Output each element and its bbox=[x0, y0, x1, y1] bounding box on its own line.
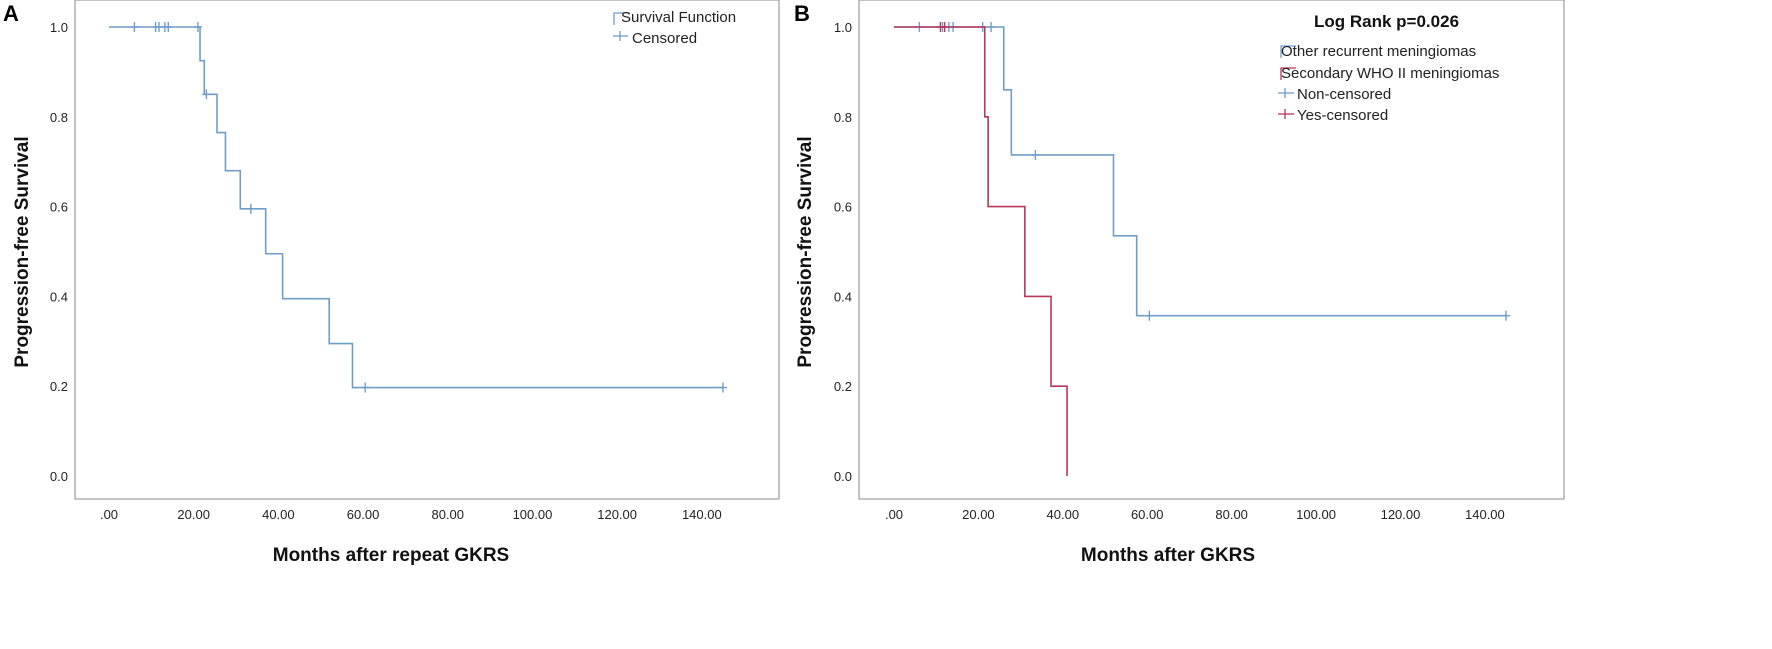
censor-mark bbox=[164, 22, 173, 32]
panel-a-series bbox=[109, 22, 727, 393]
legend-b-other-label: Other recurrent meningiomas bbox=[1281, 43, 1476, 60]
x-tick-label: .00 bbox=[885, 507, 903, 522]
x-tick-label: 60.00 bbox=[347, 507, 380, 522]
censor-mark bbox=[202, 89, 211, 100]
x-tick-label: 100.00 bbox=[1296, 507, 1336, 522]
legend-b-other-swatch bbox=[1280, 45, 1296, 58]
panel-letter-a: A bbox=[3, 1, 19, 26]
x-tick-label: 40.00 bbox=[262, 507, 295, 522]
panel-a-x-ticks: .00 20.00 40.00 60.00 80.00 100.00 120.00 140.0… bbox=[100, 507, 722, 522]
legend-a-censored-label: Censored bbox=[632, 30, 697, 47]
censor-mark bbox=[246, 203, 255, 214]
panel-b-y-label: Progression-free Survival bbox=[795, 136, 816, 367]
y-tick-label: 0.2 bbox=[834, 379, 852, 394]
panel-b-x-ticks: .00 20.00 40.00 60.00 80.00 100.00 120.00 140.0… bbox=[885, 507, 1505, 522]
censor-mark bbox=[1031, 149, 1040, 160]
legend-b-secondary-label: Secondary WHO II meningiomas bbox=[1281, 65, 1499, 82]
censor-mark bbox=[193, 22, 202, 32]
y-tick-label: 0.0 bbox=[50, 469, 68, 484]
y-tick-label: 0.4 bbox=[834, 289, 852, 304]
legend-b-yescensored-swatch bbox=[1278, 109, 1294, 119]
legend-b-secondary-swatch bbox=[1280, 67, 1296, 80]
x-tick-label: 20.00 bbox=[177, 507, 210, 522]
km-step-line-1 bbox=[109, 26, 723, 389]
log-rank-annotation: Log Rank p=0.026 bbox=[1314, 12, 1459, 31]
censor-mark bbox=[1502, 310, 1510, 321]
panel-a-legend: Survival Function Censored bbox=[613, 9, 736, 47]
km-step-line-1 bbox=[894, 26, 1506, 317]
y-tick-label: 0.6 bbox=[834, 200, 852, 215]
censor-mark bbox=[987, 22, 996, 32]
legend-a-censored-swatch bbox=[613, 31, 628, 41]
panel-a-x-label: Months after repeat GKRS bbox=[273, 545, 509, 566]
panel-b-x-label: Months after GKRS bbox=[1081, 545, 1255, 566]
legend-b-noncensored-swatch bbox=[1278, 88, 1294, 98]
x-tick-label: 120.00 bbox=[597, 507, 637, 522]
censor-mark bbox=[940, 22, 949, 32]
panel-a-y-label: Progression-free Survival bbox=[12, 136, 33, 367]
legend-b-noncensored-label: Non-censored bbox=[1297, 86, 1391, 103]
x-tick-label: 40.00 bbox=[1047, 507, 1080, 522]
legend-a-survival-label: Survival Function bbox=[621, 9, 736, 26]
panel-a: A .00 20.00 40.00 60.00 80.00 100.00 120.00 140… bbox=[3, 0, 780, 566]
x-tick-label: 60.00 bbox=[1131, 507, 1164, 522]
censor-mark bbox=[719, 382, 727, 393]
x-tick-label: 80.00 bbox=[431, 507, 464, 522]
x-tick-label: .00 bbox=[100, 507, 118, 522]
y-tick-label: 1.0 bbox=[834, 20, 852, 35]
legend-b-yescensored-label: Yes-censored bbox=[1297, 107, 1388, 124]
y-tick-label: 0.6 bbox=[50, 200, 68, 215]
censor-mark bbox=[1145, 310, 1154, 321]
censor-mark bbox=[361, 382, 370, 393]
panel-a-y-ticks: 0.0 0.2 0.4 0.6 0.8 1.0 bbox=[50, 20, 68, 484]
y-tick-label: 0.2 bbox=[50, 379, 68, 394]
panel-letter-b: B bbox=[794, 1, 810, 26]
y-tick-label: 1.0 bbox=[50, 20, 68, 35]
x-tick-label: 100.00 bbox=[513, 507, 553, 522]
x-tick-label: 140.00 bbox=[1465, 507, 1505, 522]
legend-a-survival-swatch bbox=[613, 12, 630, 25]
y-tick-label: 0.8 bbox=[834, 110, 852, 125]
censor-mark bbox=[130, 22, 139, 32]
y-tick-label: 0.8 bbox=[50, 110, 68, 125]
panel-b-legend: Other recurrent meningiomas Secondary WH… bbox=[1278, 43, 1499, 124]
panel-b-series bbox=[894, 22, 1510, 476]
x-tick-label: 120.00 bbox=[1381, 507, 1421, 522]
km-step-line-2 bbox=[894, 26, 1068, 476]
panel-b: B .00 20.00 40.00 60.00 80.00 100.00 120.00 140… bbox=[794, 0, 1565, 566]
panel-b-frame bbox=[858, 0, 1565, 500]
panel-b-y-ticks: 0.0 0.2 0.4 0.6 0.8 1.0 bbox=[834, 20, 852, 484]
x-tick-label: 80.00 bbox=[1215, 507, 1248, 522]
x-tick-label: 140.00 bbox=[682, 507, 722, 522]
y-tick-label: 0.4 bbox=[50, 289, 68, 304]
y-tick-label: 0.0 bbox=[834, 469, 852, 484]
panel-a-frame bbox=[74, 0, 780, 500]
x-tick-label: 20.00 bbox=[962, 507, 995, 522]
